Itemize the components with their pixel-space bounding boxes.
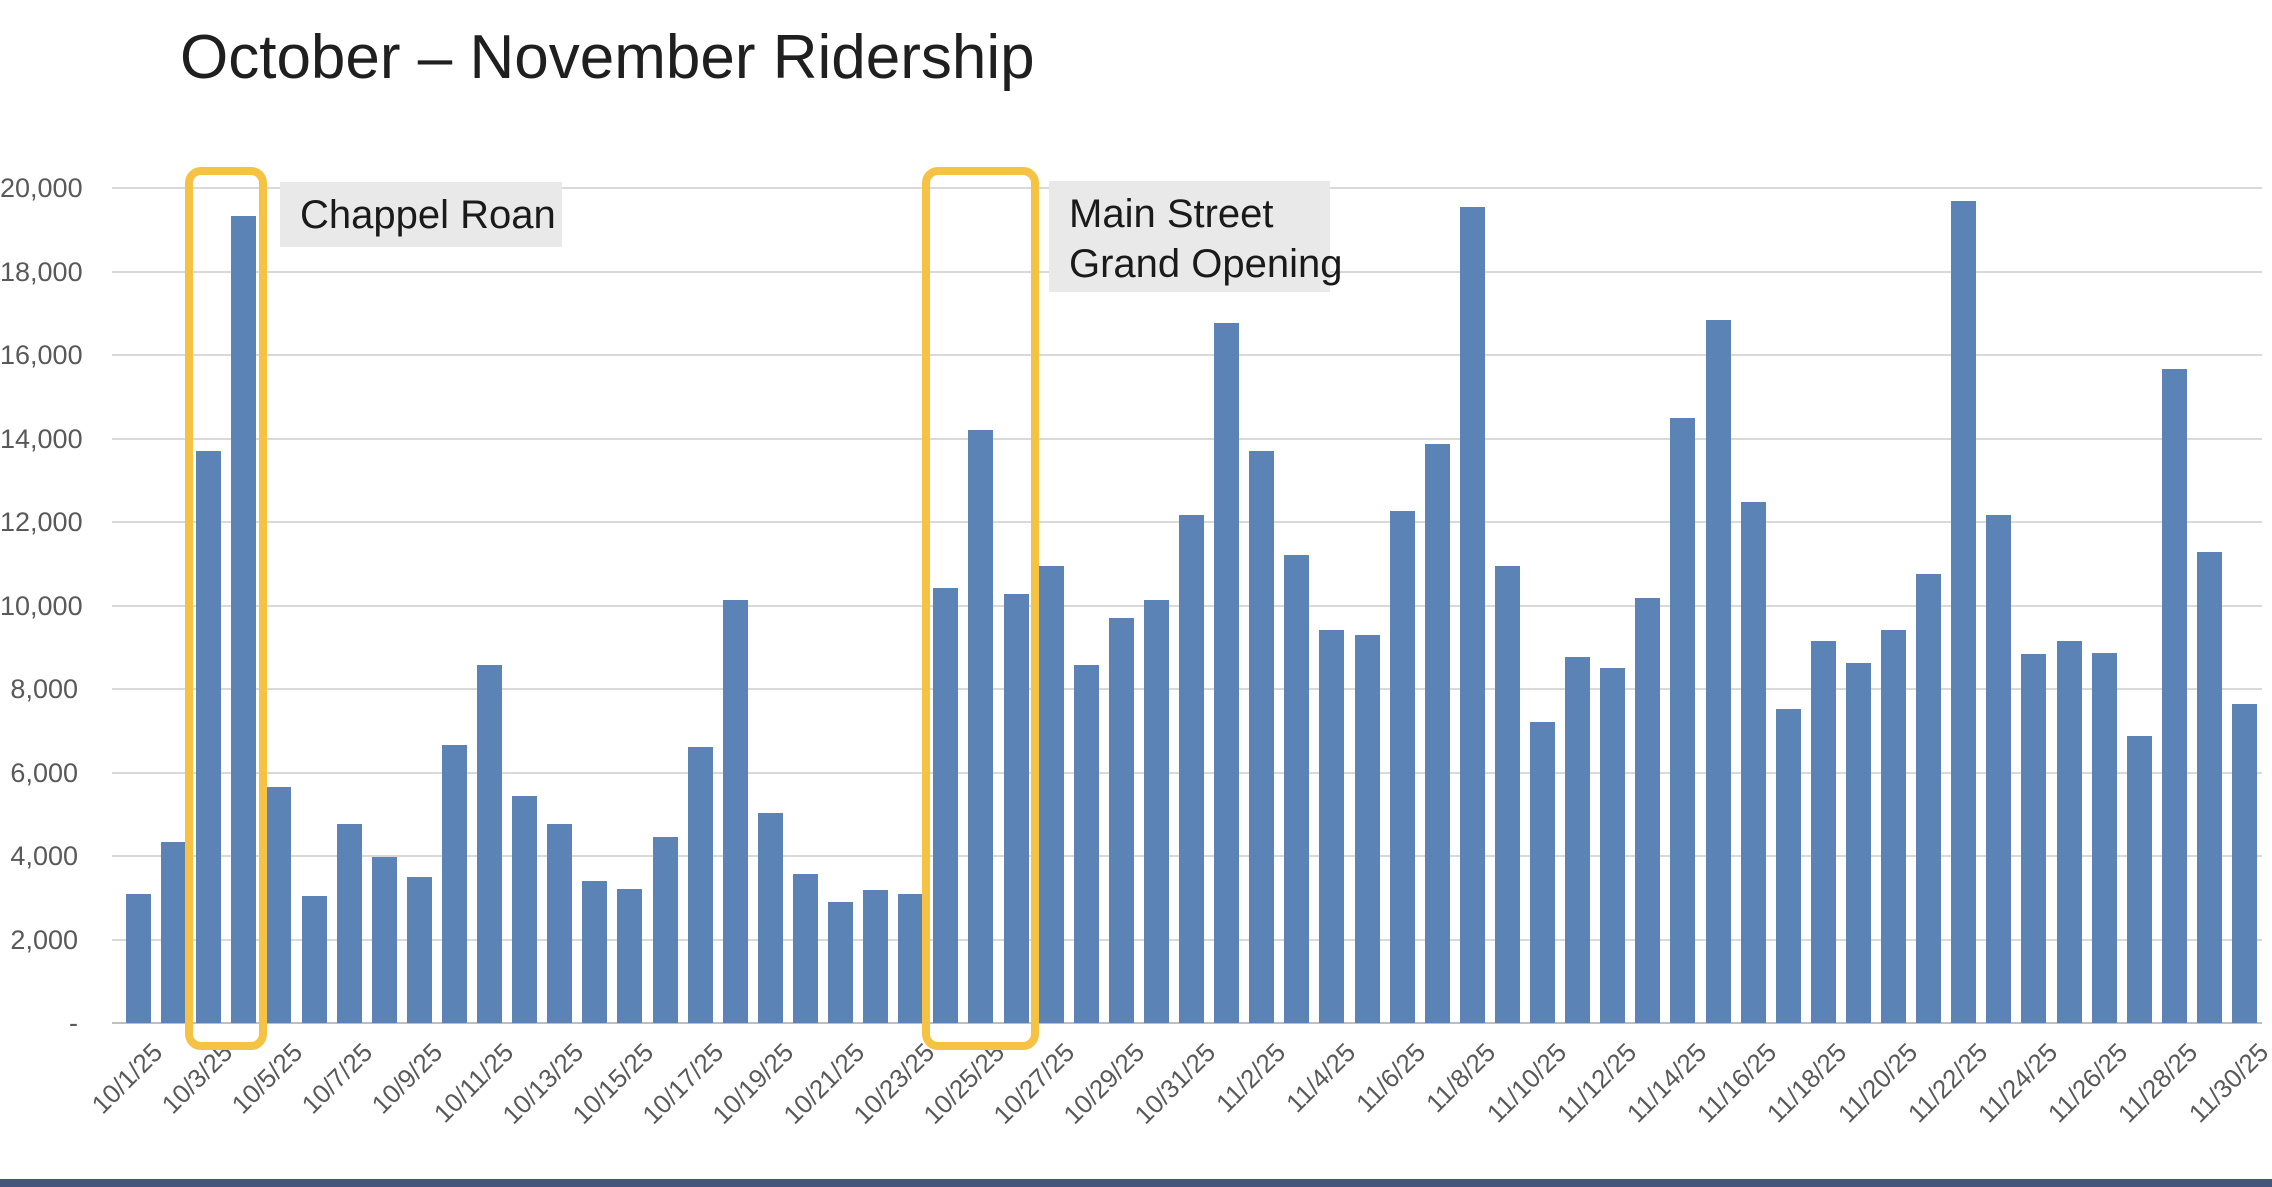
- annotation-main-street-grand-opening: Main Street Grand Opening: [1049, 181, 1343, 292]
- y-tick-label: -: [69, 1008, 78, 1038]
- gridline-14000: [112, 437, 2262, 440]
- y-tick-label: 10,000: [0, 590, 83, 621]
- bar-11/20/25: [1881, 629, 1906, 1023]
- bar-10/17/25: [687, 747, 713, 1023]
- bar-10/24/25: [933, 588, 959, 1023]
- bar-10/28/25: [1073, 664, 1099, 1023]
- bar-11/15/25: [1705, 320, 1731, 1023]
- bar-11/14/25: [1670, 418, 1696, 1023]
- y-tick-label: 14,000: [0, 423, 83, 454]
- bar-10/19/25: [757, 813, 783, 1023]
- bar-10/4/25: [231, 215, 257, 1023]
- bar-10/18/25: [722, 599, 748, 1023]
- annotation-text-line2: Grand Opening: [1069, 242, 1343, 286]
- bar-11/22/25: [1951, 200, 1977, 1023]
- annotation-text-line1: Main Street: [1069, 192, 1274, 236]
- bar-10/12/25: [512, 795, 538, 1023]
- x-tick-label: 11/6/25: [1350, 1037, 1432, 1119]
- bar-11/11/25: [1565, 656, 1591, 1023]
- bar-11/5/25: [1354, 634, 1380, 1023]
- y-tick-label: 12,000: [0, 507, 83, 537]
- bar-11/13/25: [1635, 597, 1661, 1023]
- bar-11/28/25: [2161, 368, 2187, 1023]
- bar-10/30/25: [1143, 599, 1169, 1023]
- annotation-chappel-roan: Chappel Roan: [280, 182, 562, 247]
- bar-11/6/25: [1389, 510, 1415, 1023]
- bar-10/5/25: [266, 787, 292, 1023]
- bar-11/18/25: [1810, 640, 1836, 1023]
- bar-11/4/25: [1319, 629, 1345, 1023]
- bar-11/2/25: [1249, 451, 1275, 1023]
- bar-11/8/25: [1459, 207, 1485, 1023]
- y-tick-label: 4,000: [10, 841, 78, 871]
- bar-10/6/25: [301, 896, 327, 1023]
- bar-10/25/25: [968, 429, 994, 1023]
- bar-10/8/25: [371, 857, 397, 1023]
- y-tick-label: 2,000: [10, 924, 78, 955]
- bar-10/20/25: [792, 873, 818, 1023]
- bar-11/17/25: [1775, 709, 1801, 1023]
- bar-10/27/25: [1038, 565, 1064, 1023]
- bar-11/10/25: [1530, 721, 1555, 1023]
- x-tick-label: 11/2/25: [1209, 1037, 1291, 1119]
- bar-10/21/25: [828, 902, 853, 1023]
- bar-10/2/25: [161, 841, 187, 1023]
- bar-10/10/25: [441, 745, 467, 1023]
- bar-11/1/25: [1214, 323, 1240, 1023]
- chart-title: October – November Ridership: [180, 23, 1035, 92]
- footer-accent-bar: [0, 1179, 2272, 1187]
- bar-10/9/25: [406, 877, 432, 1023]
- bar-10/26/25: [1003, 594, 1029, 1023]
- bar-11/25/25: [2056, 640, 2082, 1023]
- bar-11/27/25: [2126, 735, 2152, 1023]
- x-tick-label: 11/4/25: [1279, 1037, 1362, 1119]
- bar-10/11/25: [477, 664, 502, 1023]
- bar-11/30/25: [2232, 704, 2257, 1023]
- bar-11/26/25: [2091, 653, 2117, 1023]
- bar-11/21/25: [1916, 574, 1942, 1023]
- bar-10/23/25: [898, 894, 924, 1023]
- y-tick-label: 6,000: [10, 757, 78, 788]
- y-tick-label: 16,000: [0, 340, 83, 370]
- y-tick-label: 18,000: [0, 256, 83, 287]
- bar-10/13/25: [547, 824, 573, 1023]
- bar-10/22/25: [863, 890, 889, 1023]
- bar-11/23/25: [1986, 514, 2012, 1023]
- bar-10/3/25: [196, 451, 222, 1023]
- annotation-text: Chappel Roan: [300, 193, 556, 237]
- bar-11/7/25: [1424, 444, 1450, 1023]
- highlight-box-chappel-roan: [185, 167, 268, 1050]
- gridline-16000: [112, 354, 2262, 356]
- bar-11/19/25: [1845, 662, 1871, 1023]
- y-tick-label: 8,000: [10, 674, 78, 704]
- bar-11/16/25: [1740, 501, 1766, 1023]
- x-axis-line: [112, 1022, 2262, 1024]
- bar-10/31/25: [1179, 514, 1204, 1023]
- y-tick-label: 20,000: [0, 173, 83, 203]
- bar-10/16/25: [652, 837, 678, 1023]
- bar-10/14/25: [582, 881, 608, 1023]
- bar-10/1/25: [126, 893, 151, 1023]
- bar-11/12/25: [1600, 668, 1626, 1023]
- bar-11/29/25: [2196, 551, 2222, 1023]
- bar-11/9/25: [1494, 566, 1520, 1023]
- bar-10/29/25: [1108, 618, 1134, 1023]
- bar-10/7/25: [336, 824, 362, 1023]
- x-tick-label: 10/1/25: [85, 1037, 168, 1120]
- highlight-box-main-street: [922, 167, 1040, 1050]
- bar-11/3/25: [1284, 555, 1310, 1023]
- bar-11/24/25: [2021, 653, 2047, 1023]
- x-tick-label: 10/7/25: [295, 1037, 379, 1120]
- bar-10/15/25: [617, 889, 643, 1023]
